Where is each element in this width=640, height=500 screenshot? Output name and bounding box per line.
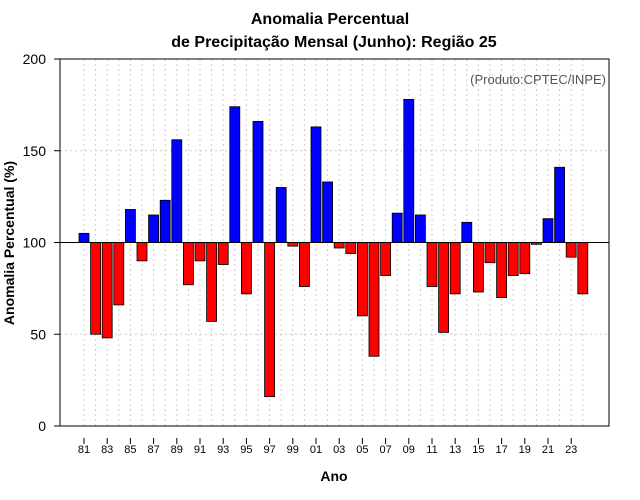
x-tick-label: 85 — [124, 444, 136, 456]
x-tick-label: 99 — [287, 444, 299, 456]
bar-1991 — [194, 242, 206, 262]
bar-2016 — [484, 242, 496, 264]
bar-2013 — [449, 242, 461, 295]
bar-2005 — [356, 242, 368, 317]
chart-subtitle: de Precipitação Mensal (Junho): Região 2… — [171, 34, 497, 51]
y-tick-label: 100 — [23, 235, 47, 251]
x-tick-label: 23 — [565, 444, 577, 456]
x-tick-label: 09 — [403, 444, 415, 456]
grid-layer — [60, 59, 609, 426]
x-tick-label: 01 — [310, 444, 322, 456]
x-tick-label: 95 — [240, 444, 252, 456]
bar-1993 — [217, 242, 229, 265]
bar-2021 — [542, 218, 554, 243]
bar-2012 — [438, 242, 450, 333]
bar-2006 — [368, 242, 380, 357]
bar-1999 — [287, 242, 299, 247]
bar-2000 — [298, 242, 310, 287]
bar-2001 — [310, 126, 322, 243]
bar-2022 — [554, 166, 565, 243]
bar-2014 — [461, 221, 473, 243]
bar-1982 — [90, 242, 101, 335]
bar-2024 — [577, 242, 589, 295]
x-tick-label: 81 — [78, 444, 90, 456]
bar-2010 — [414, 214, 426, 243]
bar-2003 — [333, 242, 345, 249]
bars-layer — [78, 98, 589, 398]
bar-2002 — [322, 181, 334, 243]
bar-2023 — [565, 242, 577, 258]
x-axis-label: Ano — [320, 468, 347, 484]
y-tick-label: 0 — [38, 418, 46, 434]
x-tick-label: 91 — [194, 444, 206, 456]
bar-1986 — [136, 242, 148, 262]
y-axis-label: Anomalia Percentual (%) — [1, 161, 17, 325]
bar-1981 — [78, 232, 90, 243]
x-tick-label: 89 — [171, 444, 183, 456]
x-tick-label: 07 — [379, 444, 391, 456]
bar-1995 — [240, 242, 252, 295]
bar-2011 — [426, 242, 438, 287]
bar-1984 — [113, 242, 125, 306]
chart-title: Anomalia Percentual — [251, 11, 409, 28]
bar-1983 — [101, 242, 113, 339]
x-axis: 81 83 85 87 89 91 93 95 97 99 01 03 05 07 09 11 13 15 17 19… — [78, 438, 577, 456]
x-tick-label: 87 — [147, 444, 159, 456]
y-tick-label: 200 — [23, 51, 47, 67]
bar-1985 — [125, 209, 136, 243]
bar-1987 — [148, 214, 160, 243]
x-tick-label: 15 — [472, 444, 484, 456]
x-tick-label: 03 — [333, 444, 345, 456]
bar-1998 — [275, 187, 287, 243]
x-tick-label: 83 — [101, 444, 113, 456]
bar-2007 — [380, 242, 392, 276]
x-tick-label: 93 — [217, 444, 229, 456]
bar-2009 — [403, 98, 415, 243]
bar-1988 — [159, 199, 171, 243]
bar-1994 — [229, 106, 241, 243]
x-tick-label: 17 — [495, 444, 507, 456]
bar-1989 — [171, 139, 183, 243]
x-tick-label: 05 — [356, 444, 368, 456]
bar-2018 — [507, 242, 519, 276]
bar-2008 — [391, 212, 403, 243]
x-tick-label: 97 — [263, 444, 275, 456]
bar-1997 — [264, 242, 276, 398]
bar-1990 — [182, 242, 194, 286]
bar-2019 — [519, 242, 531, 275]
y-axis: 0 50 100 150 200 — [23, 51, 60, 434]
bar-2017 — [496, 242, 508, 298]
y-tick-label: 50 — [30, 326, 46, 342]
y-tick-label: 150 — [23, 143, 47, 159]
bar-1992 — [206, 242, 218, 322]
x-tick-label: 21 — [542, 444, 554, 456]
source-annotation: (Produto:CPTEC/INPE) — [470, 72, 606, 87]
bar-1996 — [252, 120, 264, 243]
x-tick-label: 13 — [449, 444, 461, 456]
bar-2004 — [345, 242, 357, 254]
x-tick-label: 11 — [426, 444, 437, 456]
x-tick-label: 19 — [519, 444, 531, 456]
bar-2015 — [472, 242, 484, 293]
